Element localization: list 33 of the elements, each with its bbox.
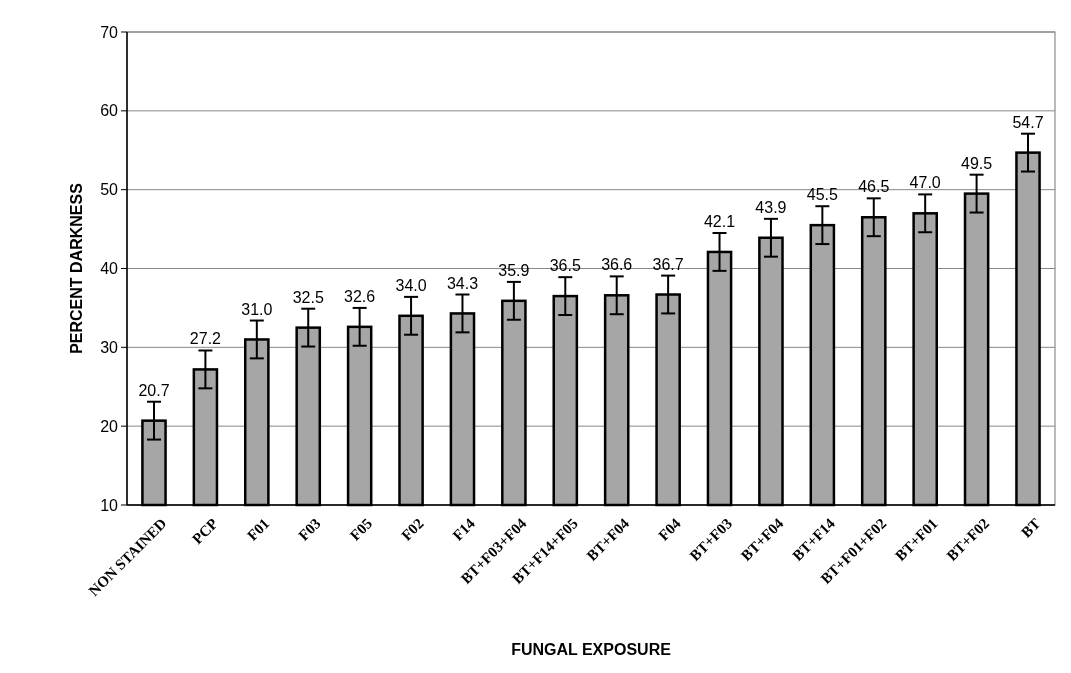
y-tick-label: 10 [100, 496, 119, 514]
x-tick-label: F02 [398, 515, 427, 544]
data-label: 35.9 [498, 261, 530, 279]
x-tick-label: F01 [243, 515, 273, 544]
y-tick-label: 40 [100, 260, 119, 278]
x-tick-label: F03 [295, 515, 324, 544]
data-label: 36.5 [549, 257, 581, 275]
data-label: 42.1 [703, 213, 736, 231]
data-label: 31.0 [241, 300, 273, 318]
data-label: 54.7 [1012, 113, 1044, 131]
data-label: 20.7 [138, 381, 170, 399]
data-label: 27.2 [189, 330, 222, 348]
y-tick-label: 70 [100, 23, 119, 41]
data-label: 32.6 [344, 287, 376, 305]
y-tick-label: 20 [100, 417, 119, 435]
y-tick-label: 30 [100, 338, 119, 356]
y-tick-label: 50 [100, 181, 119, 199]
data-label: 46.5 [858, 178, 890, 196]
x-axis-title: FUNGAL EXPOSURE [511, 641, 672, 658]
data-label: 45.5 [806, 186, 839, 204]
data-label: 36.6 [601, 256, 633, 274]
data-label: 32.5 [292, 288, 324, 306]
x-tick-label: F05 [346, 515, 376, 544]
data-label: 47.0 [909, 174, 941, 192]
data-label: 43.9 [755, 198, 787, 216]
x-tick-label: BT [1018, 515, 1044, 541]
data-label: 34.3 [446, 274, 479, 292]
y-tick-label: 60 [100, 102, 119, 120]
y-axis-title: PERCENT DARKNESS [68, 182, 85, 354]
data-label: 36.7 [652, 255, 684, 273]
data-label: 34.0 [395, 276, 427, 294]
x-tick-label: F04 [655, 514, 685, 544]
data-label: 49.5 [961, 154, 993, 172]
